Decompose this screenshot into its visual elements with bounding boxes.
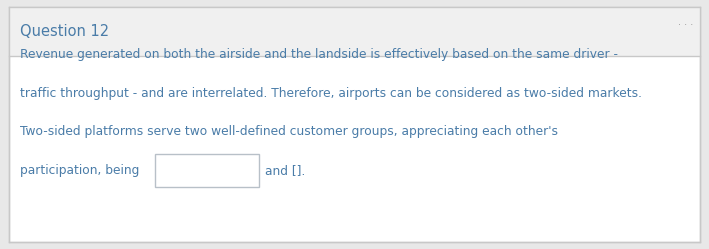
FancyBboxPatch shape [9,7,700,56]
Text: traffic throughput - and are interrelated. Therefore, airports can be considered: traffic throughput - and are interrelate… [20,87,642,100]
Text: participation, being: participation, being [20,164,139,177]
Text: . . .: . . . [678,17,693,27]
Text: Question 12: Question 12 [20,24,109,39]
FancyBboxPatch shape [155,154,259,187]
Text: Revenue generated on both the airside and the landside is effectively based on t: Revenue generated on both the airside an… [20,48,618,61]
Text: and [].: and []. [265,164,306,177]
Text: Two-sided platforms serve two well-defined customer groups, appreciating each ot: Two-sided platforms serve two well-defin… [20,125,558,138]
FancyBboxPatch shape [9,7,700,242]
